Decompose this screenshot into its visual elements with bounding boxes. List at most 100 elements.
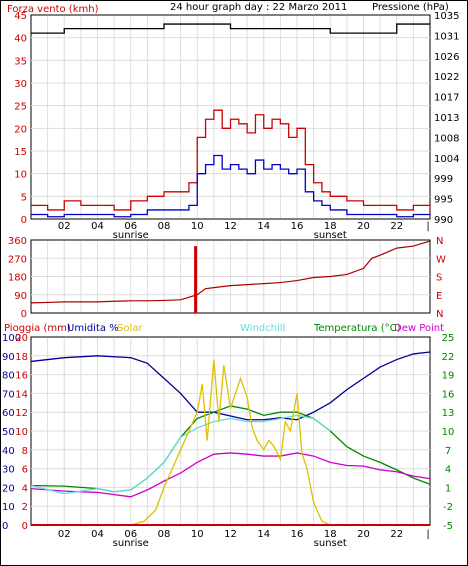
pressure-tick-label: 1031 bbox=[434, 31, 459, 42]
panel-3-grid bbox=[31, 338, 430, 524]
panel-3-series bbox=[30, 351, 431, 526]
series-dew-point bbox=[30, 452, 431, 498]
time-tick-label: 10 bbox=[191, 221, 204, 232]
panel-1-series bbox=[31, 23, 431, 218]
pressure-tick-label: 1035 bbox=[434, 11, 459, 22]
direction-tick-label: 180 bbox=[8, 273, 27, 284]
time-tick-label: 06 bbox=[124, 221, 137, 232]
temperature-tick-label: 16 bbox=[442, 389, 455, 400]
temperature-tick-label: 13 bbox=[442, 408, 455, 419]
series-solar bbox=[130, 359, 331, 526]
temperature-tick-label: 22 bbox=[442, 352, 455, 363]
humidity-tick-label: 90 bbox=[2, 352, 15, 363]
rain-tick-label: 2 bbox=[22, 502, 28, 513]
direction-tick-label: 0 bbox=[21, 309, 27, 320]
time-tick-label: 12 bbox=[224, 529, 237, 540]
sunset-label: sunset bbox=[314, 230, 347, 241]
humidity-tick-label: 100 bbox=[2, 333, 21, 344]
pressure-tick-label: 1026 bbox=[434, 52, 459, 63]
wind-tick-label: 25 bbox=[14, 102, 27, 113]
time-tick-label: 08 bbox=[158, 221, 171, 232]
wind-tick-label: 35 bbox=[14, 56, 27, 67]
time-tick-label: 14 bbox=[257, 221, 270, 232]
wind-direction-line bbox=[30, 240, 431, 304]
panel-2-grid bbox=[31, 241, 430, 312]
rain-tick-label: 16 bbox=[15, 371, 28, 382]
pressure-tick-label: 1008 bbox=[434, 133, 459, 144]
time-tick-label: 04 bbox=[91, 529, 104, 540]
pressure-tick-label: 999 bbox=[434, 174, 453, 185]
humidity-tick-label: 0 bbox=[2, 521, 8, 532]
humidity-tick-label: 30 bbox=[2, 465, 15, 476]
rain-tick-label: 20 bbox=[15, 333, 28, 344]
time-tick-label: 10 bbox=[191, 529, 204, 540]
compass-tick-label: N bbox=[436, 236, 443, 247]
sunrise-label: sunrise bbox=[113, 230, 149, 241]
time-tick-label: 16 bbox=[291, 221, 304, 232]
time-tick-label: 20 bbox=[357, 529, 370, 540]
rain-tick-label: 4 bbox=[22, 483, 28, 494]
time-end-tick: | bbox=[426, 529, 429, 540]
humidity-tick-label: 70 bbox=[2, 389, 15, 400]
humidity-tick-label: 10 bbox=[2, 502, 15, 513]
temperature-tick-label: 10 bbox=[442, 427, 455, 438]
legend-label: Dew Point bbox=[394, 323, 444, 334]
wind-tick-label: 10 bbox=[14, 170, 27, 181]
pressure-tick-label: 1013 bbox=[434, 113, 459, 124]
legend-label: Umidita % bbox=[67, 323, 119, 334]
rain-tick-label: 8 bbox=[22, 446, 28, 457]
series-line-0 bbox=[31, 23, 430, 34]
sunrise-label: sunrise bbox=[113, 538, 149, 549]
time-tick-label: 14 bbox=[257, 529, 270, 540]
series-line-1 bbox=[31, 109, 431, 211]
wind-tick-label: 45 bbox=[14, 11, 27, 22]
direction-tick-label: 360 bbox=[8, 236, 27, 247]
pressure-tick-label: 990 bbox=[434, 215, 453, 226]
temperature-tick-label: 4 bbox=[445, 465, 451, 476]
wind-tick-label: 30 bbox=[14, 79, 27, 90]
rain-tick-label: 0 bbox=[22, 521, 28, 532]
series-umidita- bbox=[30, 351, 431, 421]
wind-tick-label: 40 bbox=[14, 34, 27, 45]
time-tick-label: 22 bbox=[390, 221, 403, 232]
legend-label: Pioggia (mm) bbox=[4, 323, 71, 334]
compass-tick-label: S bbox=[436, 273, 442, 284]
pressure-tick-label: 1022 bbox=[434, 72, 459, 83]
time-tick-label: 12 bbox=[224, 221, 237, 232]
pressure-tick-label: 1004 bbox=[434, 154, 459, 165]
legend-label: Windchill bbox=[240, 323, 285, 334]
chart-title: 24 hour graph day : 22 Marzo 2011 bbox=[170, 2, 347, 13]
rain-tick-label: 10 bbox=[15, 427, 28, 438]
compass-tick-label: W bbox=[436, 254, 446, 265]
time-tick-label: 18 bbox=[324, 221, 337, 232]
time-tick-label: 06 bbox=[124, 529, 137, 540]
time-tick-label: 04 bbox=[91, 221, 104, 232]
compass-tick-label: E bbox=[436, 291, 442, 302]
temperature-tick-label: -5 bbox=[443, 521, 453, 532]
pressure-tick-label: 995 bbox=[434, 195, 453, 206]
humidity-tick-label: 20 bbox=[2, 483, 15, 494]
legend-label: Solar bbox=[117, 323, 143, 334]
wind-tick-label: 15 bbox=[14, 147, 27, 158]
humidity-tick-label: 50 bbox=[2, 427, 15, 438]
rain-tick-label: 18 bbox=[15, 352, 28, 363]
time-tick-label: 16 bbox=[291, 529, 304, 540]
time-tick-label: 02 bbox=[58, 529, 71, 540]
direction-tick-label: 90 bbox=[14, 291, 27, 302]
panel-1-ticks: 0510152025303540459909959991004100810131… bbox=[14, 11, 459, 241]
time-tick-label: 08 bbox=[158, 529, 171, 540]
rain-tick-label: 6 bbox=[22, 465, 28, 476]
temperature-tick-label: -2 bbox=[443, 502, 453, 513]
time-end-tick: | bbox=[426, 221, 429, 232]
wind-tick-label: 0 bbox=[21, 215, 27, 226]
direction-tick-label: 270 bbox=[8, 254, 27, 265]
humidity-tick-label: 60 bbox=[2, 408, 15, 419]
series-line-2 bbox=[31, 154, 430, 218]
temperature-tick-label: 19 bbox=[442, 371, 455, 382]
legend-label: Temperatura (°C) bbox=[313, 323, 401, 334]
humidity-tick-label: 80 bbox=[2, 371, 15, 382]
panel-3-header: Pioggia (mm)Umidita %Solar Windchill Tempe… bbox=[4, 323, 444, 334]
